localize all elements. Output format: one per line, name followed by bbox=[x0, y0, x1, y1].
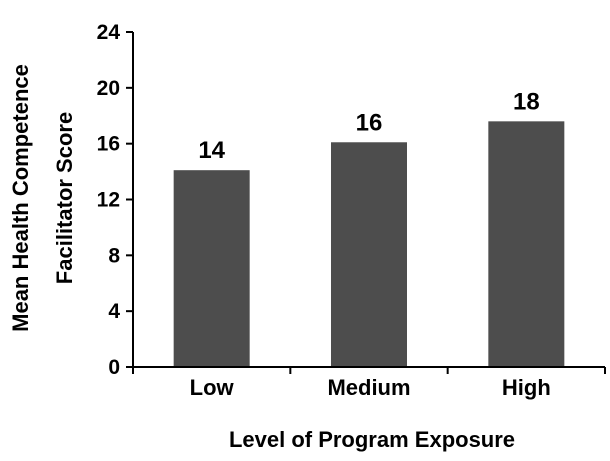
bar-high bbox=[488, 121, 565, 367]
y-tick-label: 24 bbox=[97, 21, 121, 44]
y-tick-label: 8 bbox=[108, 244, 120, 267]
x-category-label: Low bbox=[190, 375, 235, 400]
y-axis-title-line-1: Mean Health Competence bbox=[8, 64, 33, 332]
x-axis-title: Level of Program Exposure bbox=[229, 427, 515, 452]
y-tick-label: 20 bbox=[97, 77, 120, 100]
bar-low bbox=[173, 170, 250, 367]
y-tick-label: 16 bbox=[97, 133, 120, 156]
data-label-high: 18 bbox=[513, 88, 540, 115]
data-labels: 14 16 18 bbox=[198, 88, 539, 164]
x-category-label: High bbox=[502, 375, 551, 400]
x-axis-categories: Low Medium High bbox=[132, 367, 606, 400]
bar-medium bbox=[331, 142, 407, 367]
y-tick-label: 12 bbox=[97, 189, 120, 212]
bars bbox=[173, 121, 565, 367]
data-label-low: 14 bbox=[198, 137, 225, 164]
y-axis-ticks: 0 4 8 12 16 20 24 bbox=[97, 21, 133, 379]
y-axis-title-line-2: Facilitator Score bbox=[52, 112, 77, 284]
y-tick-label: 4 bbox=[108, 300, 120, 323]
data-label-medium: 16 bbox=[356, 109, 383, 136]
y-tick-label: 0 bbox=[108, 356, 120, 379]
x-category-label: Medium bbox=[327, 375, 410, 400]
